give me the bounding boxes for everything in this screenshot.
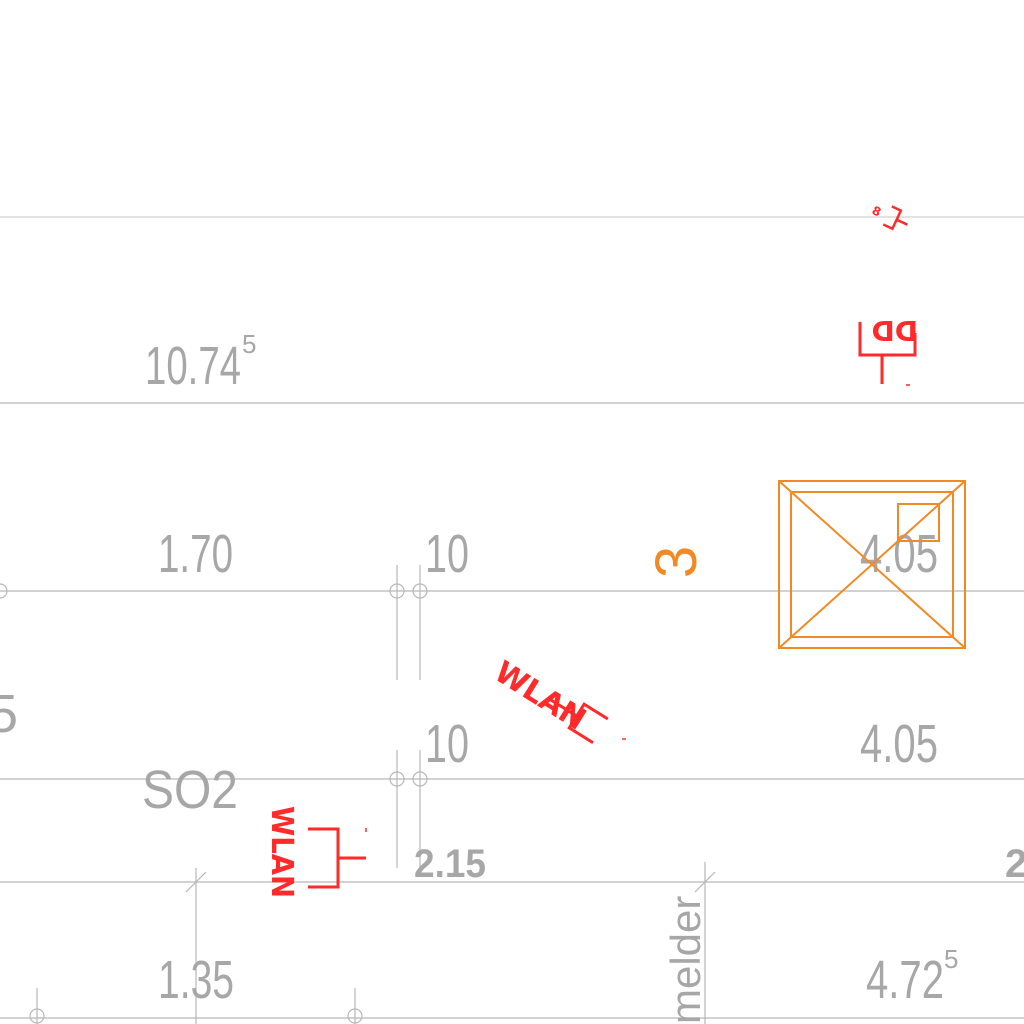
dimension-row2-mid: 10 (425, 714, 469, 774)
small-outlet-symbol: 8 (870, 203, 909, 231)
wlan-outlet-icon (308, 827, 366, 889)
dimension-bottom-right-superscript: 5 (944, 944, 958, 974)
dimension-circle (412, 583, 428, 599)
dimension-top-superscript: 5 (242, 329, 256, 359)
dd-outlet-symbol: DD (858, 314, 918, 386)
roof-window-outer (778, 480, 966, 649)
dimension-bold-mid: 2.15 (414, 842, 486, 886)
dimension-circle (389, 583, 405, 599)
dimension-markers (0, 583, 428, 1024)
slash-tick (694, 871, 716, 893)
slash-tick (185, 871, 207, 893)
dimension-circle (389, 771, 405, 787)
dimension-bottom-right: 4.72 (866, 950, 944, 1010)
wlan-outlet-icon (548, 697, 609, 745)
dimension-circle (0, 583, 8, 599)
dimension-row1-left: 1.70 (158, 524, 233, 584)
wlan-label-rotated: WLAN (488, 655, 592, 738)
horizontal-grid-lines (0, 216, 1024, 1019)
roof-window-small-box (897, 503, 940, 542)
wlan-label-vertical: WLAN (264, 806, 299, 898)
outlet-icon (882, 205, 909, 231)
roof-window-inner (790, 491, 954, 638)
wlan-symbol-rotated: WLAN (488, 655, 609, 745)
vertical-lines (36, 565, 716, 1024)
dimension-bottom-left: 1.35 (158, 950, 234, 1010)
outlet-icon (858, 322, 917, 384)
dimension-left-edge: 5 (0, 684, 18, 744)
dd-label: DD (872, 314, 918, 347)
roof-window-diagonal (778, 480, 966, 649)
dimension-bold-right: 2 (1005, 842, 1024, 886)
dimension-circle (347, 1008, 363, 1024)
dimension-circle (29, 1008, 45, 1024)
dimension-row1-mid: 10 (425, 524, 469, 584)
dimension-circle (412, 771, 428, 787)
dimension-labels: 10.74 5 1.70 10 4.05 5 10 4.05 SO2 2.15 … (0, 329, 1024, 1024)
room-label: SO2 (142, 760, 238, 820)
wlan-symbol-vertical: WLAN (264, 806, 367, 898)
dimension-row2-right: 4.05 (860, 714, 938, 774)
orange-number: 3 (644, 546, 709, 578)
roof-window-symbol: 3 (644, 480, 966, 649)
dimension-top: 10.74 (145, 336, 241, 396)
vertical-melder-label: melder (662, 896, 709, 1024)
